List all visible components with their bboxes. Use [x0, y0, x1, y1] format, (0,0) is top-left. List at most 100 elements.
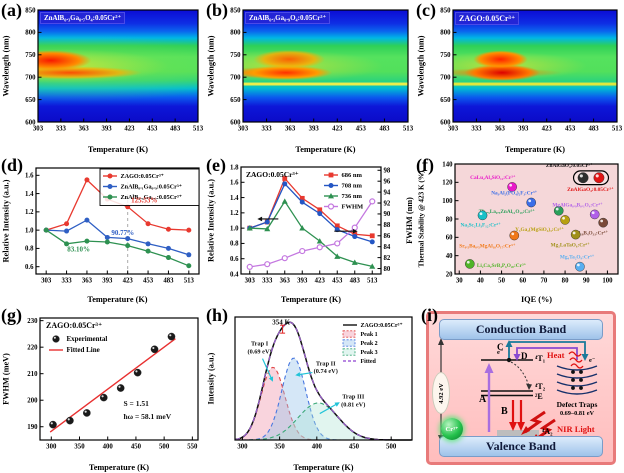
svg-text:90: 90: [583, 278, 590, 285]
legend: 686 nm 708 nm 736 nm FWHM: [324, 172, 363, 211]
svg-text:82: 82: [384, 255, 391, 262]
x-axis-label: Temperature (K): [295, 145, 355, 154]
svg-text:Sr₀.₅Ba₀.₅MgAl₁₀O₁₇:Cr³⁺: Sr₀.₅Ba₀.₅MgAl₁₀O₁₇:Cr³⁺: [459, 244, 515, 250]
svg-text:60: 60: [519, 278, 526, 285]
svg-text:700: 700: [440, 75, 451, 82]
svg-text:(0.74 eV): (0.74 eV): [314, 368, 338, 375]
panel-g: (g) 300 350 400 450 500 550 190 200 210 220 230 Tem…: [0, 305, 205, 473]
y-axis-label: FWHM (meV): [2, 353, 11, 405]
svg-text:83.10%: 83.10%: [67, 246, 90, 254]
svg-text:453: 453: [356, 126, 367, 133]
svg-text:90: 90: [384, 211, 391, 218]
panel-d-letter: (d): [1, 155, 23, 175]
svg-text:800: 800: [25, 30, 36, 37]
level-2E-label: ²E: [535, 392, 543, 401]
svg-text:Tb₀.₅La₀.₅ZnAl₁₁O₁₉:Cr³⁺: Tb₀.₅La₀.₅ZnAl₁₁O₁₉:Cr³⁺: [479, 209, 535, 215]
svg-text:125.53%: 125.53%: [131, 197, 157, 205]
svg-text:300: 300: [237, 444, 248, 451]
svg-text:CaLu₂Al₄SiO₁₂:Cr³⁺: CaLu₂Al₄SiO₁₂:Cr³⁺: [470, 175, 516, 181]
svg-text:333: 333: [61, 278, 72, 285]
svg-text:(0.81 eV): (0.81 eV): [341, 401, 365, 408]
svg-text:50: 50: [498, 278, 505, 285]
svg-text:850: 850: [440, 7, 451, 14]
svg-text:Fitted: Fitted: [361, 359, 377, 365]
svg-text:750: 750: [230, 52, 241, 59]
svg-text:86: 86: [384, 233, 391, 240]
svg-text:200: 200: [27, 398, 38, 405]
svg-text:ZAGO:0.05Cr³⁺: ZAGO:0.05Cr³⁺: [361, 323, 403, 329]
svg-text:686 nm: 686 nm: [342, 172, 363, 179]
svg-text:333: 333: [471, 126, 482, 133]
svg-text:80: 80: [562, 278, 569, 285]
svg-text:453: 453: [147, 126, 158, 133]
series-ZnAlB₀.₃Ga₀.₇:0.05Cr³⁺: [43, 227, 192, 269]
x-axis-label: Temperature (K): [281, 295, 341, 304]
panel-a-axes: 303 333 363 393 423 453 483 513 600 650 700 750 800 8…: [2, 7, 204, 154]
nir-bolt-icon: [534, 418, 556, 442]
svg-text:303: 303: [41, 278, 52, 285]
panel-c-title: ZAGO:0.05Cr³⁺: [455, 12, 520, 25]
svg-text:708 nm: 708 nm: [342, 183, 363, 190]
x-axis-label: Temperature (K): [87, 295, 147, 304]
x-axis-label: Temperature (K): [89, 463, 149, 472]
svg-text:84: 84: [384, 244, 391, 251]
svg-text:513: 513: [612, 126, 623, 133]
svg-text:400: 400: [312, 444, 323, 451]
svg-text:736 nm: 736 nm: [342, 193, 363, 200]
svg-text:650: 650: [25, 97, 36, 104]
heat-label: Heat: [547, 350, 565, 360]
legend: Experimental Fitted Line: [49, 335, 107, 354]
svg-text:350: 350: [74, 444, 85, 451]
svg-text:20: 20: [446, 271, 453, 278]
panel-c-letter: (c): [416, 0, 436, 20]
svg-text:363: 363: [285, 126, 296, 133]
svg-text:453: 453: [143, 278, 154, 285]
svg-text:513: 513: [193, 126, 204, 133]
svg-text:80: 80: [446, 216, 453, 223]
svg-text:850: 850: [230, 7, 241, 14]
svg-text:230: 230: [27, 318, 38, 325]
panel-a: (a) ZnAlB₀.₃Ga₀.₇O₄:0.05Cr³⁺ 303 333 363 39…: [0, 0, 205, 155]
svg-text:483: 483: [588, 126, 599, 133]
svg-text:483: 483: [379, 126, 390, 133]
inner-title: ZAGO:0.05Cr³⁺: [246, 170, 299, 179]
heat-wave-icon: [569, 357, 583, 363]
y-axis-label: Thermal Stability @ 423 K (%): [418, 170, 426, 267]
svg-text:513: 513: [367, 278, 378, 285]
svg-text:1.4: 1.4: [25, 191, 34, 198]
svg-text:750: 750: [440, 52, 451, 59]
svg-text:Mg₄Ta₂O₉:Cr³⁺: Mg₄Ta₂O₉:Cr³⁺: [560, 255, 595, 261]
svg-text:303: 303: [245, 278, 256, 285]
cr-ion-sphere: Cr³⁺: [441, 418, 463, 440]
svg-text:393: 393: [297, 278, 308, 285]
svg-text:450: 450: [349, 444, 360, 451]
arrow-B-label: B: [501, 406, 508, 417]
cr-ion-label: Cr³⁺: [445, 426, 459, 433]
arrow-A-label: A: [479, 394, 487, 405]
svg-text:423: 423: [332, 126, 343, 133]
svg-text:Experimental: Experimental: [67, 335, 108, 343]
svg-text:333: 333: [261, 126, 272, 133]
panel-b-axes: 303 333 363 393 423 453 483 513 600 650 700 750 800 8…: [207, 7, 414, 154]
axis-ticks: 300 350 400 450 500 550 190 200 210 220 230: [27, 318, 198, 451]
trap-depth-label: 0.69–0.81 eV: [559, 410, 595, 417]
svg-text:100: 100: [442, 198, 453, 205]
x-axis-label: Temperature (K): [505, 145, 565, 154]
svg-text:Li₂Ca₂SrB₄P₆O₂₀:Cr³⁺: Li₂Ca₂SrB₄P₆O₂₀:Cr³⁺: [477, 263, 527, 269]
svg-text:98: 98: [384, 168, 391, 175]
svg-text:Al₁₈B₄O₃₃:Cr³⁺: Al₁₈B₄O₃₃:Cr³⁺: [575, 231, 608, 237]
svg-text:92: 92: [384, 200, 391, 207]
panel-f: (f) CaLu₂Al₄SiO₁₂:Cr³⁺ Na₃Al₂(PO₄)₂F₃:Cr³…: [415, 155, 624, 305]
svg-text:140: 140: [442, 161, 453, 168]
panel-a-title: ZnAlB₀.₃Ga₀.₇O₄:0.05Cr³⁺: [40, 12, 126, 24]
panel-d-chart: 303 333 363 393 423 453 483 513 0.6 0.8 1.0 1.2 1.4 1…: [2, 167, 200, 304]
trapped-electron-label: e⁻: [589, 357, 596, 364]
y-axis-label: Intensity (a.u.): [207, 352, 216, 404]
svg-text:190: 190: [27, 424, 38, 431]
nonradiative-path: [510, 361, 530, 387]
y-axis-label: Wavelength (nm): [2, 35, 11, 96]
trap-arc: [556, 373, 598, 379]
arrow-D: [516, 347, 578, 360]
bandgap-label: 4.92 eV: [432, 372, 450, 414]
